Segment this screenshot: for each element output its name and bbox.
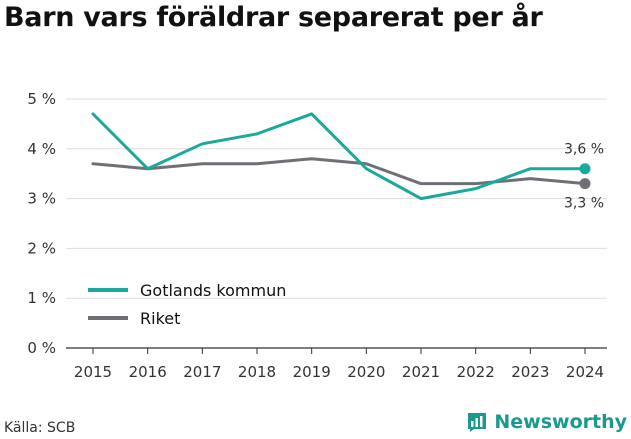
series-line-gotland [91, 112, 587, 201]
end-point-gotland [579, 163, 591, 175]
x-tick-label: 2018 [238, 363, 276, 381]
end-label-gotland: 3,6 % [564, 142, 604, 158]
brand-name: Newsworthy [494, 411, 627, 433]
x-tick-label: 2017 [183, 363, 221, 381]
end-point-riket [579, 178, 591, 190]
x-tick-label: 2020 [347, 363, 385, 381]
series-line-riket [91, 157, 587, 186]
newsworthy-logo: Newsworthy [466, 411, 627, 433]
bar-chart-speech-icon [468, 413, 487, 432]
x-tick-label: 2023 [511, 363, 549, 381]
series-lines [91, 112, 591, 201]
x-tick-label: 2016 [129, 363, 167, 381]
grid-lines [66, 98, 607, 349]
x-axis-ticks: 2015 2016 2017 2018 2019 2020 2021 2022 2023 2024 [74, 348, 604, 381]
x-tick-label: 2019 [293, 363, 331, 381]
source-note: Källa: SCB [4, 420, 76, 436]
chart-title: Barn vars föräldrar separerat per år [4, 2, 543, 33]
y-tick-label: 1 % [27, 289, 56, 307]
y-tick-label: 3 % [27, 190, 56, 208]
legend-label: Gotlands kommun [140, 281, 286, 300]
y-tick-label: 4 % [27, 140, 56, 158]
end-labels: 3,6 % 3,3 % [564, 142, 604, 212]
x-tick-label: 2022 [457, 363, 495, 381]
legend-label: Riket [140, 309, 180, 328]
line-chart: 0 %1 %2 %3 %4 %5 % 2015 2016 2017 2018 2019 2… [27, 90, 607, 381]
x-tick-label: 2015 [74, 363, 112, 381]
x-tick-label: 2021 [402, 363, 440, 381]
end-label-riket: 3,3 % [564, 196, 604, 212]
y-tick-label: 5 % [27, 90, 56, 108]
y-tick-label: 0 % [27, 339, 56, 357]
y-axis-ticks: 0 % 1 % 2 % 3 % 4 % 5 % [27, 90, 56, 357]
y-tick-label: 2 % [27, 239, 56, 257]
legend: Gotlands kommun Riket [88, 281, 286, 328]
x-tick-label: 2024 [566, 363, 604, 381]
